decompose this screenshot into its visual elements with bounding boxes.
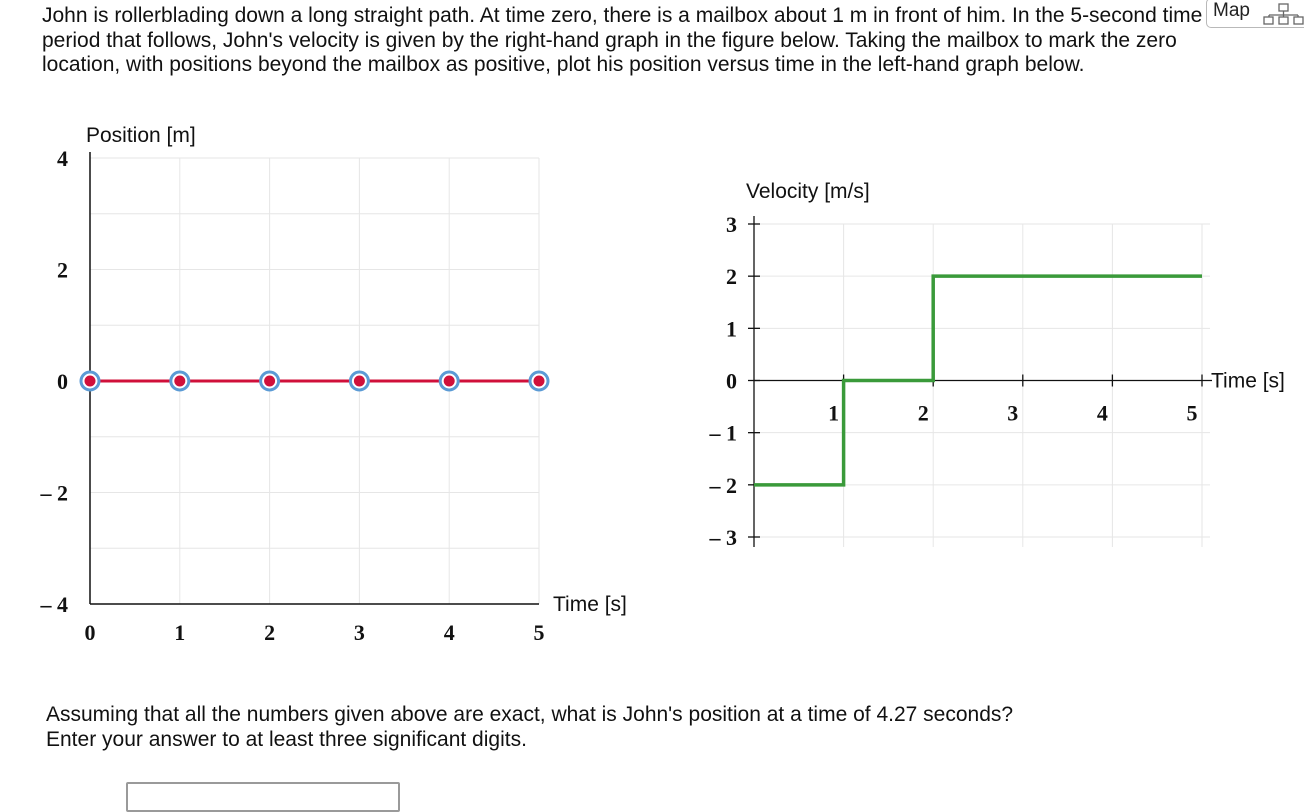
x-axis-label: Time [s]: [553, 593, 627, 616]
position-point[interactable]: [443, 375, 455, 387]
x-tick-label: 2: [918, 401, 929, 426]
y-axis-label: Velocity [m/s]: [746, 180, 870, 203]
position-point[interactable]: [84, 375, 96, 387]
y-tick-label: 4: [57, 146, 68, 171]
position-point[interactable]: [174, 375, 186, 387]
x-tick-label: 3: [1007, 401, 1018, 426]
x-axis-label: Time [s]: [1211, 370, 1285, 393]
y-tick-label: 0: [726, 369, 737, 394]
velocity-labels: 3 2 1 0 – 1 – 2 – 3 1 2 3 4 5 Velocity [m/s] Time [s]: [709, 180, 1285, 550]
y-tick-label: – 2: [709, 473, 738, 498]
x-tick-label: 2: [264, 620, 275, 645]
y-tick-label: 2: [57, 258, 68, 283]
x-tick-label: 5: [534, 620, 545, 645]
position-point-handle[interactable]: [259, 370, 281, 392]
velocity-grid: [754, 223, 1210, 547]
x-tick-label: 1: [828, 401, 839, 426]
question-line-2: Enter your answer to at least three sign…: [46, 727, 527, 751]
x-tick-label: 1: [174, 620, 185, 645]
position-point-handle[interactable]: [438, 370, 460, 392]
x-tick-label: 4: [444, 620, 455, 645]
position-point-handle[interactable]: [169, 370, 191, 392]
y-axis-label: Position [m]: [86, 124, 196, 147]
velocity-series-line: [754, 274, 1202, 487]
position-point-handle[interactable]: [79, 370, 101, 392]
y-tick-label: 0: [57, 369, 68, 394]
y-tick-label: – 2: [40, 481, 69, 506]
y-tick-label: 2: [726, 264, 737, 289]
velocity-chart: 3 2 1 0 – 1 – 2 – 3 1 2 3 4 5 Velocity [m/s] Time [s]: [709, 180, 1285, 550]
map-label: Map: [1213, 0, 1250, 21]
y-tick-label: – 1: [709, 421, 738, 446]
y-tick-label: – 3: [709, 525, 738, 550]
x-tick-label: 4: [1097, 401, 1108, 426]
y-tick-label: – 4: [40, 592, 69, 617]
velocity-series: [754, 274, 1202, 487]
position-point-handle[interactable]: [528, 370, 550, 392]
y-tick-label: 1: [726, 316, 737, 341]
position-point-handle[interactable]: [348, 370, 370, 392]
x-tick-label: 5: [1187, 401, 1198, 426]
position-labels: 0 1 2 3 4 5 4 2 0 – 2 – 4 Position [m] Time [s]: [40, 124, 627, 645]
position-point[interactable]: [353, 375, 365, 387]
position-axes: [89, 152, 539, 605]
position-point[interactable]: [533, 375, 545, 387]
position-point[interactable]: [264, 375, 276, 387]
question: Assuming that all the numbers given abov…: [46, 703, 1013, 752]
answer-input[interactable]: [126, 782, 400, 812]
sitemap-icon: [1263, 3, 1304, 25]
position-series[interactable]: [79, 370, 550, 392]
question-line-1: Assuming that all the numbers given abov…: [46, 703, 1014, 726]
x-tick-label: 0: [85, 620, 96, 645]
position-chart[interactable]: 0 1 2 3 4 5 4 2 0 – 2 – 4 Position [m] Time [s]: [0, 110, 680, 660]
problem-statement: John is rollerblading down a long straig…: [42, 4, 1203, 76]
velocity-axes: [748, 216, 1212, 547]
y-tick-label: 3: [726, 212, 737, 237]
x-tick-label: 3: [354, 620, 365, 645]
map-button[interactable]: Map: [1206, 0, 1304, 28]
